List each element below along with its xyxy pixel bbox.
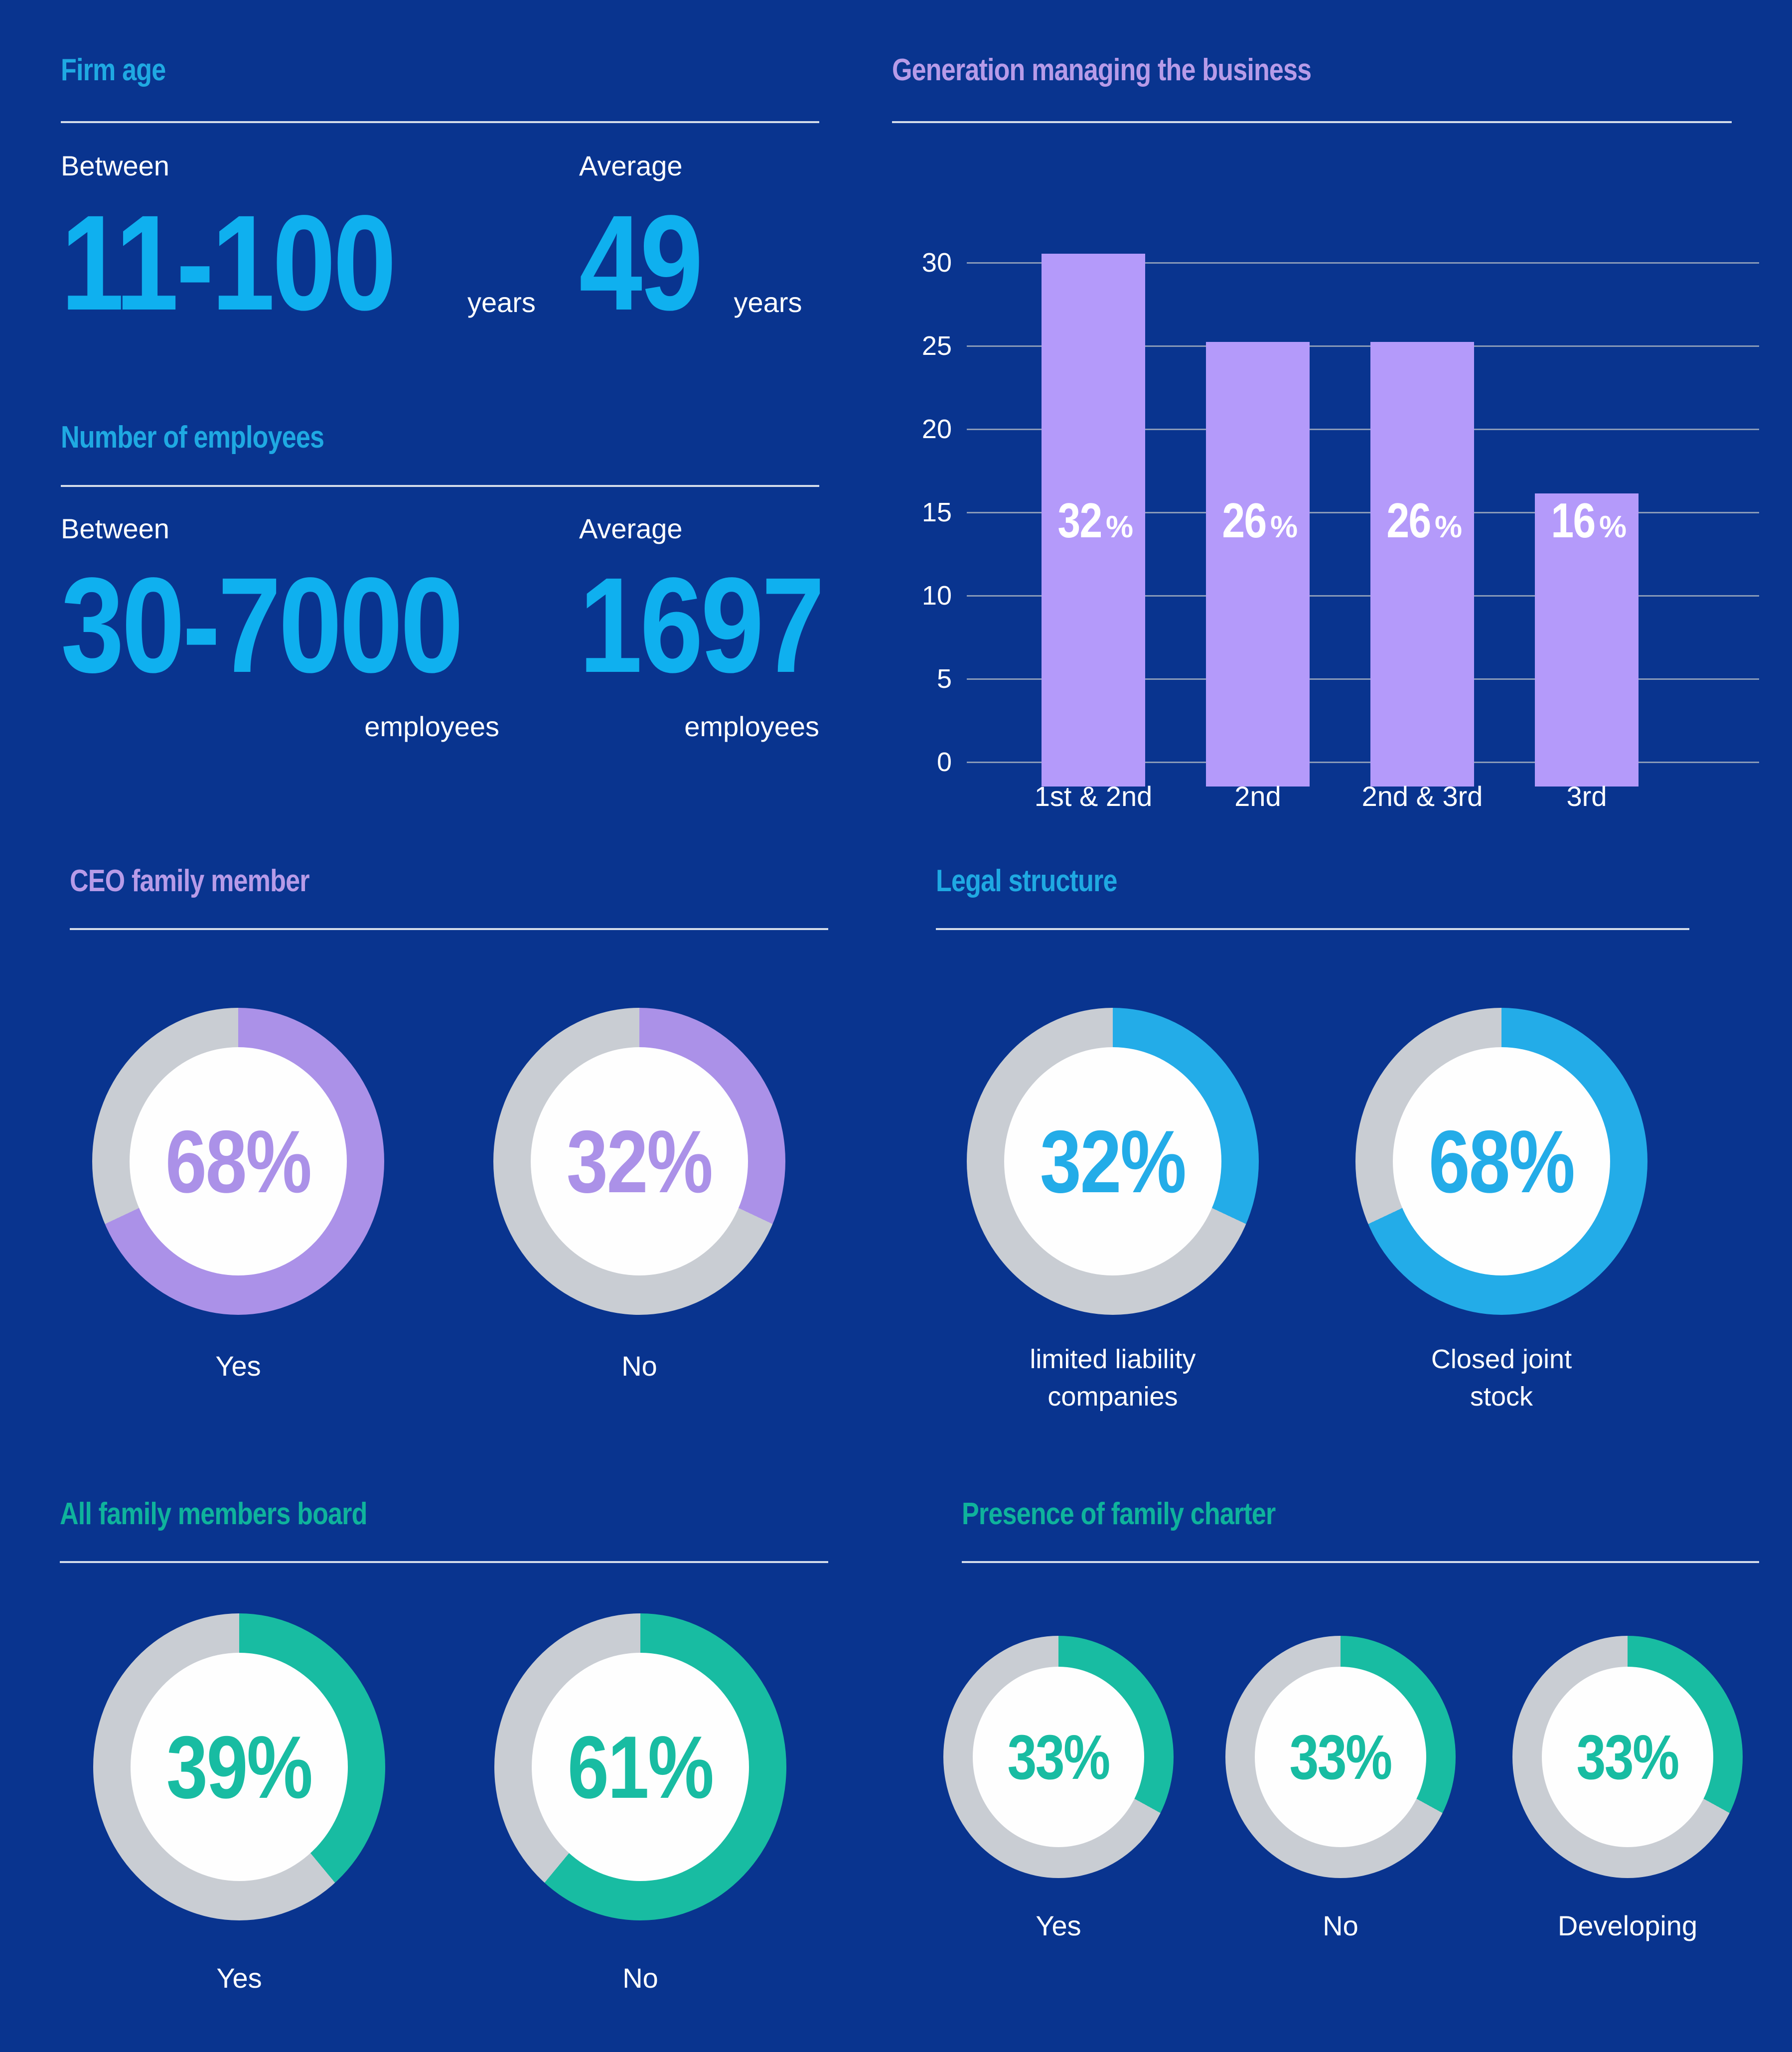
ceo-title: CEO family member [70,864,310,898]
firm-age-average-stat: 49 years [579,187,802,338]
employees-between-stat: 30-7000 [61,549,537,701]
bar-3rd [1535,493,1639,787]
bar-value-number: 26 [1222,493,1267,548]
employees-average-stat: 1697 [579,549,869,701]
legal-title: Legal structure [936,864,1117,898]
gridline-0 [967,762,1759,763]
gridline-30 [967,262,1759,264]
donut-value: 68% [165,1111,312,1211]
donut-board-yes: 39% [93,1613,385,1920]
board-divider [60,1561,828,1563]
y-axis-tick: 10 [921,581,952,611]
donut-charter-no: 33% [1225,1636,1456,1878]
donut-value: 32% [567,1111,713,1211]
x-axis-label: 1st & 2nd [1034,781,1153,812]
bar-value-label: 16% [1535,492,1639,549]
employees-between-unit: employees [364,711,499,742]
legal-divider [936,928,1689,930]
y-axis-tick: 15 [921,497,952,527]
x-axis-label: 2nd & 3rd [1361,781,1483,812]
firm-age-average-value: 49 [579,187,703,338]
donut-value: 32% [1040,1111,1187,1211]
gridline-10 [967,595,1759,597]
donut-value: 68% [1429,1111,1575,1211]
gridline-20 [967,429,1759,430]
bar-value-number: 32 [1057,493,1102,548]
bar-2nd [1206,342,1310,787]
bar-value-percent-sign: % [1599,510,1627,544]
firm-age-average-label: Average [579,150,683,181]
gridline-5 [967,678,1759,680]
bar-value-percent-sign: % [1105,510,1134,544]
donut-label-no: No [621,1350,657,1382]
charter-title: Presence of family charter [962,1497,1276,1531]
donut-value: 39% [166,1717,313,1817]
employees-divider [61,485,819,487]
bar-value-label: 32% [1042,492,1145,549]
gridline-15 [967,512,1759,513]
donut-label-yes: Yes [216,1962,262,1994]
y-axis-tick: 30 [921,248,952,278]
donut-board-no: 61% [494,1613,786,1920]
x-axis-label: 3rd [1566,781,1607,812]
bar-1st-and-2nd [1042,254,1145,787]
donut-value: 61% [568,1717,714,1817]
employees-title: Number of employees [61,420,324,455]
firm-age-between-stat: 11-100 years [61,187,536,338]
firm-age-average-unit: years [734,287,802,318]
firm-age-between-value: 11-100 [61,187,397,338]
generation-title: Generation managing the business [892,53,1312,87]
y-axis-tick: 5 [936,664,952,694]
donut-label-yes: Yes [1036,1910,1081,1941]
bar-value-number: 16 [1551,493,1596,548]
donut-label-no: No [1323,1910,1358,1941]
employees-between-label: Between [61,513,169,544]
donut-value: 33% [1576,1722,1680,1792]
donut-label-yes: Yes [215,1350,261,1382]
generation-bar-chart: 30 25 20 15 10 5 0 32% 26% 26% 16% 1st &… [892,204,1759,852]
bar-value-percent-sign: % [1270,510,1298,544]
donut-value: 33% [1007,1722,1111,1792]
donut-label-cjs: Closed joint stock [1431,1344,1572,1412]
donut-legal-cjs: 68% [1355,1008,1647,1315]
donut-legal-llc: 32% [967,1008,1259,1315]
charter-divider [962,1561,1759,1563]
donut-label-developing: Developing [1557,1910,1698,1941]
bar-value-number: 26 [1386,493,1431,548]
y-axis-tick: 20 [921,414,952,444]
firm-age-between-unit: years [467,287,536,318]
ceo-divider [70,928,828,930]
y-axis-tick: 25 [921,331,952,361]
donut-label-llc: limited liability companies [1030,1344,1196,1412]
firm-age-title: Firm age [61,53,166,87]
donut-charter-yes: 33% [943,1636,1174,1878]
employees-average-unit: employees [684,711,819,742]
bar-value-label: 26% [1206,492,1310,549]
donut-label-no: No [622,1962,658,1994]
employees-average-value: 1697 [579,549,825,701]
donut-charter-developing: 33% [1512,1636,1743,1878]
employees-between-value: 30-7000 [61,549,463,701]
donut-ceo-yes: 68% [92,1008,384,1315]
bar-2nd-and-3rd [1370,342,1474,787]
donut-ceo-no: 32% [493,1008,785,1315]
donut-value: 33% [1289,1722,1393,1792]
x-axis-label: 2nd [1234,781,1281,812]
y-axis-tick: 0 [936,747,952,777]
generation-divider [892,121,1732,123]
bar-value-label: 26% [1370,492,1474,549]
firm-age-divider [61,121,819,123]
board-title: All family members board [60,1497,367,1531]
employees-average-label: Average [579,513,683,544]
gridline-25 [967,345,1759,347]
firm-age-between-label: Between [61,150,169,181]
bar-value-percent-sign: % [1434,510,1463,544]
